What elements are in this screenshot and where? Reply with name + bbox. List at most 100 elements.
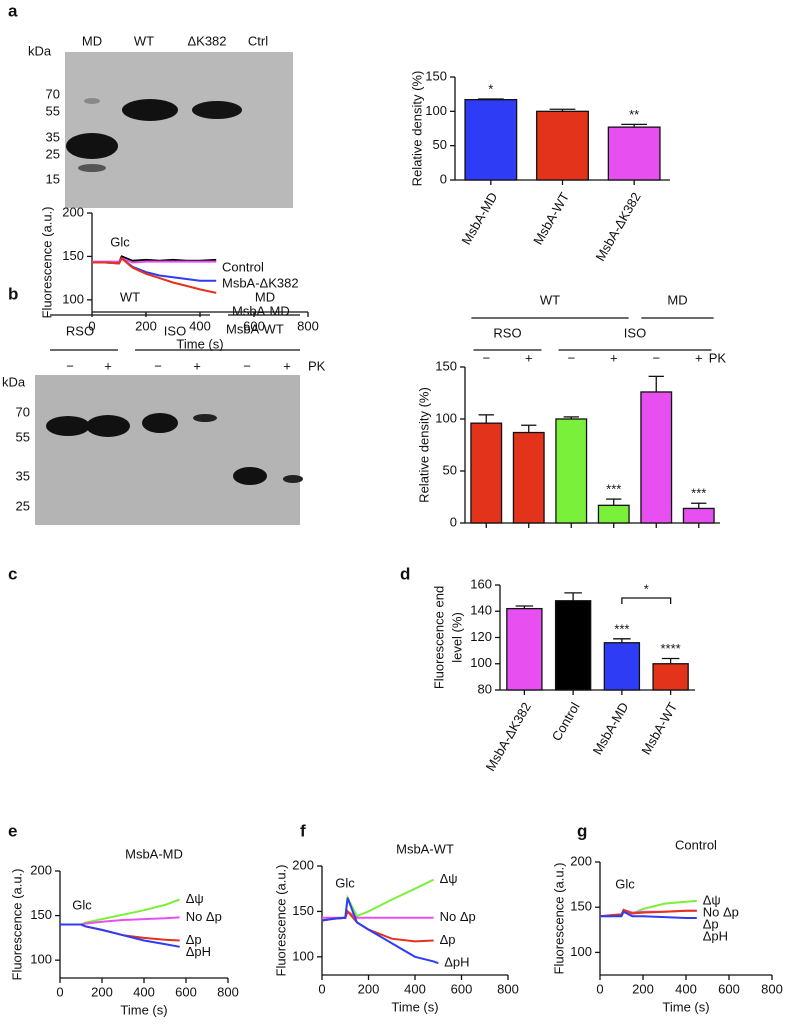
bar [607, 126, 661, 181]
x-tick-label: − [567, 350, 575, 365]
group-label: WT [540, 292, 560, 307]
chart-title: MsbA-WT [396, 841, 454, 856]
marker-label: 15 [46, 171, 60, 186]
series-line [60, 923, 180, 942]
gel-image [35, 375, 300, 525]
series-label: Δp [703, 916, 719, 931]
bar [640, 391, 673, 524]
x-tick-label: 400 [404, 981, 426, 996]
y-axis-label: Fluorescence (a.u.) [273, 865, 288, 977]
group-label: RSO [493, 325, 521, 340]
panel-label: f [300, 821, 306, 840]
panel-label: g [577, 821, 587, 840]
x-tick-label: MsbA-MD [590, 700, 632, 758]
y-tick-label: 150 [30, 907, 52, 922]
x-tick-label: 400 [675, 981, 697, 996]
marker-label: 35 [16, 468, 30, 483]
series-line [60, 916, 180, 926]
panel-label: b [8, 284, 18, 303]
series-label: Δp [186, 932, 202, 947]
marker-label: 70 [46, 86, 60, 101]
chart-title: MsbA-MD [125, 846, 183, 861]
lane-label: Ctrl [248, 33, 268, 48]
y-tick-label: 0 [450, 514, 457, 529]
x-axis-label: Time (s) [120, 1002, 167, 1017]
y-tick-label: 150 [435, 358, 457, 373]
chart-title: Control [675, 837, 717, 852]
y-tick-label: 200 [62, 204, 84, 219]
x-tick-label: MsbA-ΔK382 [592, 190, 643, 264]
y-axis-label: Fluorescence end [431, 586, 446, 689]
lane-label: MD [82, 33, 102, 48]
series-label: No Δp [186, 909, 222, 924]
series-line [322, 909, 434, 919]
x-tick-label: − [482, 350, 490, 365]
series-line [92, 256, 217, 294]
y-tick-label: 100 [62, 291, 84, 306]
x-tick-label: 0 [596, 981, 603, 996]
lane-label: + [104, 358, 112, 373]
series-label: MsbA-ΔK382 [222, 275, 299, 290]
y-tick-label: 0 [440, 171, 447, 186]
y-axis-label: level (%) [449, 612, 464, 663]
gel-band [84, 98, 100, 104]
series-label: ΔpH [186, 944, 211, 959]
x-tick-label: 200 [632, 981, 654, 996]
x-tick-label: 0 [88, 318, 95, 333]
group-label: ISO [164, 323, 186, 338]
x-tick-label: Control [549, 700, 583, 744]
y-axis-label: Relative density (%) [409, 71, 424, 187]
significance: *** [691, 486, 706, 501]
gel-band [192, 101, 242, 119]
lane-label: WT [134, 33, 154, 48]
group-label: ISO [624, 325, 646, 340]
y-axis-label: Fluorescence (a.u.) [9, 869, 24, 981]
bar [603, 642, 641, 691]
panel-label: c [8, 564, 17, 583]
panel-label: e [8, 821, 17, 840]
series-label: Δψ [440, 871, 458, 886]
series-line [599, 908, 697, 918]
series-line [92, 256, 217, 264]
x-tick-label: 600 [243, 318, 265, 333]
y-tick-label: 100 [425, 103, 447, 118]
unit-label: kDa [2, 374, 26, 389]
gel-band [86, 415, 130, 437]
y-tick-label: 200 [292, 857, 314, 872]
x-tick-label: + [525, 350, 533, 365]
x-tick-label: 200 [135, 318, 157, 333]
series-line [321, 897, 439, 965]
series-label: Δp [440, 932, 456, 947]
series-label: ΔpH [703, 928, 728, 943]
y-tick-label: 200 [30, 862, 52, 877]
gel-band [193, 414, 217, 422]
y-tick-label: 150 [62, 248, 84, 263]
series-label: MsbA-WT [226, 321, 284, 336]
y-tick-label: 100 [292, 948, 314, 963]
bar [555, 418, 588, 524]
significance: *** [614, 621, 629, 636]
y-tick-label: 150 [570, 899, 592, 914]
series-label: No Δp [703, 904, 739, 919]
y-tick-label: 100 [570, 944, 592, 959]
y-axis-label: Fluorescence (a.u.) [39, 207, 54, 319]
x-axis-label: Time (s) [391, 999, 438, 1014]
x-tick-label: 200 [91, 984, 113, 999]
gel-band [122, 99, 178, 121]
bracket-label: * [644, 581, 649, 596]
annotation: Glc [335, 875, 355, 890]
condition-label: PK [709, 350, 727, 365]
marker-label: 70 [16, 404, 30, 419]
series-label: No Δp [440, 909, 476, 924]
gel-band [142, 413, 178, 433]
gel-band [283, 475, 303, 483]
y-tick-label: 150 [425, 68, 447, 83]
x-tick-label: 600 [451, 981, 473, 996]
y-axis-label: Fluorescence (a.u.) [551, 863, 566, 975]
x-tick-label: 800 [761, 981, 783, 996]
bar [652, 663, 689, 691]
x-axis-label: Time (s) [176, 336, 223, 351]
marker-label: 55 [46, 103, 60, 118]
significance: *** [606, 482, 621, 497]
series-line [321, 909, 434, 943]
